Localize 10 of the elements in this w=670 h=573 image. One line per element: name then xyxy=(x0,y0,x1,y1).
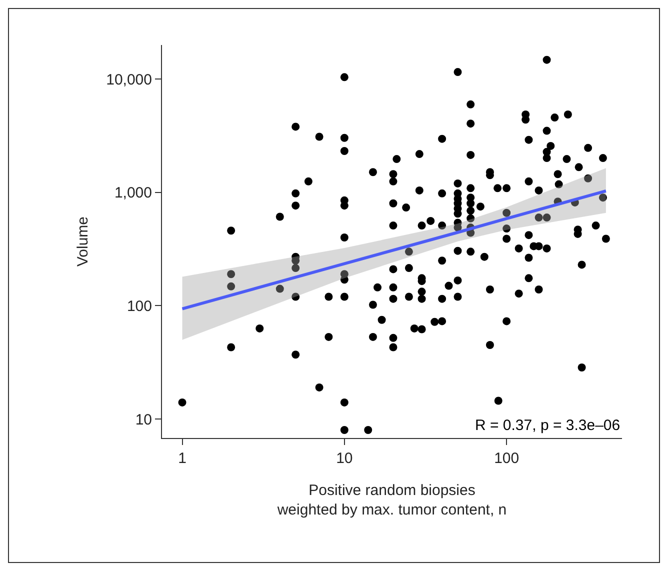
x-tick-label: 10 xyxy=(336,450,353,467)
y-tick-label: 10,000 xyxy=(106,71,152,88)
y-tick-label: 100 xyxy=(126,298,152,315)
y-tick-label: 1,000 xyxy=(114,184,152,202)
annotation: R = 0.37, p = 3.3e–06 xyxy=(475,417,620,434)
x-axis-title: Positive random biopsies weighted by max. tumor content, n xyxy=(276,482,507,518)
y-axis-title: Volume xyxy=(74,216,92,267)
x-tick-label: 1 xyxy=(178,450,186,467)
x-tick-label: 100 xyxy=(494,450,520,467)
y-tick-label: 10 xyxy=(135,411,152,428)
